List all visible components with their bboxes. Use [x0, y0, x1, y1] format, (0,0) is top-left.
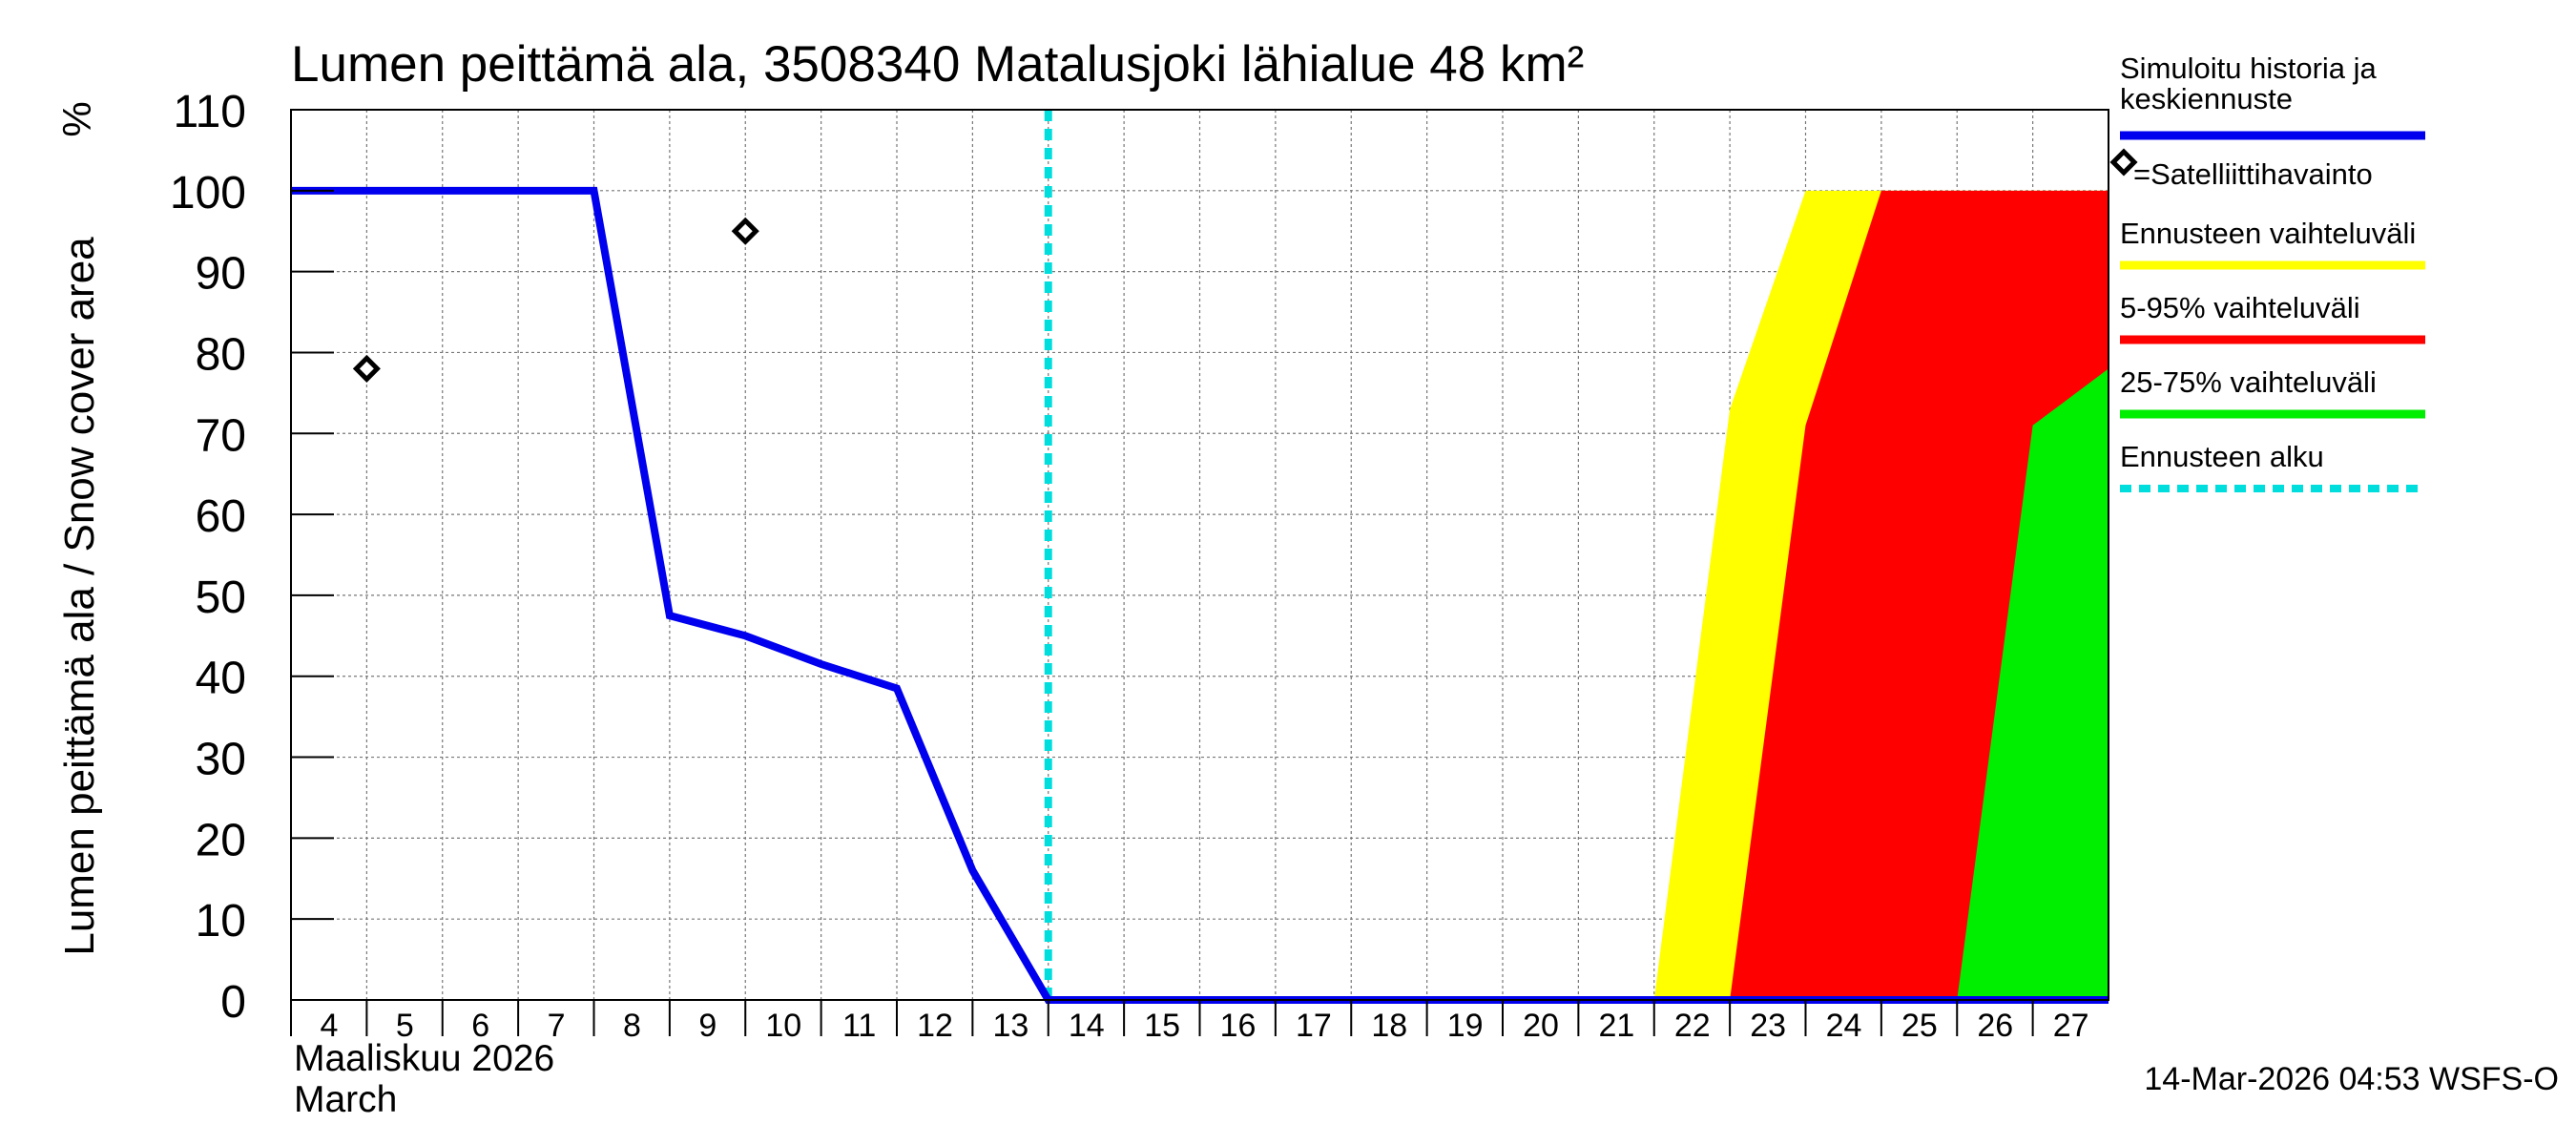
band-25-75-vaihteluv-li [1957, 368, 2109, 1000]
y-tick-label: 0 [220, 977, 246, 1028]
x-tick-label: 11 [842, 1008, 876, 1044]
forecast-bands [1653, 190, 2109, 1000]
legend-label: 25-75% vaihteluväli [2120, 365, 2377, 399]
x-tick-label: 20 [1523, 1008, 1559, 1044]
x-tick-label: 16 [1220, 1008, 1257, 1044]
y-tick-label: 100 [170, 168, 246, 219]
x-tick-label: 4 [321, 1008, 339, 1044]
legend-label: Ennusteen vaihteluväli [2120, 217, 2416, 250]
y-tick-label: 70 [196, 410, 246, 461]
x-tick-label: 19 [1447, 1008, 1484, 1044]
legend-label: Simuloitu historia ja [2120, 52, 2378, 85]
y-unit-label: % [54, 101, 99, 136]
x-tick-label: 18 [1371, 1008, 1407, 1044]
x-tick-label: 10 [765, 1008, 801, 1044]
y-tick-label: 10 [196, 896, 246, 947]
x-tick-label: 8 [623, 1008, 641, 1044]
median-line [291, 186, 2109, 1004]
x-tick-label: 6 [471, 1008, 489, 1044]
x-tick-label: 12 [917, 1008, 953, 1044]
y-axis: 0 10 20 30 40 50 60 70 80 90 100 110 [170, 87, 334, 1028]
y-tick-label: 30 [196, 735, 246, 785]
series-lines [291, 110, 2109, 1004]
x-tick-label: 24 [1826, 1008, 1862, 1044]
y-axis-label: Lumen peittämä ala / Snow cover area [56, 237, 103, 956]
y-tick-label: 90 [196, 249, 246, 300]
x-tick-label: 25 [1901, 1008, 1938, 1044]
y-tick-label: 80 [196, 329, 246, 380]
y-tick-label: 40 [196, 654, 246, 704]
legend-label: =Satelliittihavainto [2133, 157, 2373, 191]
legend-label: 5-95% vaihteluväli [2120, 291, 2360, 324]
y-tick-label: 20 [196, 815, 246, 865]
satellite-observation-point [352, 354, 381, 383]
x-axis: 4 5 6 7 8 9 10 11 12 13 14 15 16 17 18 19 20 21 22 23 24 25 26… [290, 1000, 2089, 1044]
x-tick-label: 26 [1977, 1008, 2013, 1044]
x-month-label-en: March [294, 1079, 397, 1120]
y-tick-label: 60 [196, 491, 246, 542]
x-month-label-fi: Maaliskuu 2026 [294, 1038, 554, 1079]
x-tick-label: 22 [1674, 1008, 1711, 1044]
timestamp: 14-Mar-2026 04:53 WSFS-O [2144, 1061, 2559, 1097]
satellite-observation-point [731, 217, 759, 245]
y-tick-label: 110 [173, 87, 246, 137]
x-tick-label: 21 [1598, 1008, 1634, 1044]
legend-label: Ennusteen alku [2120, 440, 2324, 473]
x-tick-label: 9 [698, 1008, 717, 1044]
x-tick-label: 17 [1296, 1008, 1332, 1044]
x-tick-label: 7 [548, 1008, 566, 1044]
x-tick-label: 14 [1069, 1008, 1105, 1044]
chart-title: Lumen peittämä ala, 3508340 Matalusjoki … [291, 36, 1584, 93]
x-tick-label: 15 [1144, 1008, 1180, 1044]
legend-label: keskiennuste [2120, 82, 2293, 115]
legend-diamond-icon [2109, 148, 2138, 177]
x-tick-label: 13 [992, 1008, 1028, 1044]
y-tick-label: 50 [196, 572, 246, 623]
observation-markers [352, 217, 759, 383]
x-tick-label: 5 [396, 1008, 414, 1044]
x-tick-label: 27 [2053, 1008, 2089, 1044]
x-tick-label: 23 [1750, 1008, 1786, 1044]
